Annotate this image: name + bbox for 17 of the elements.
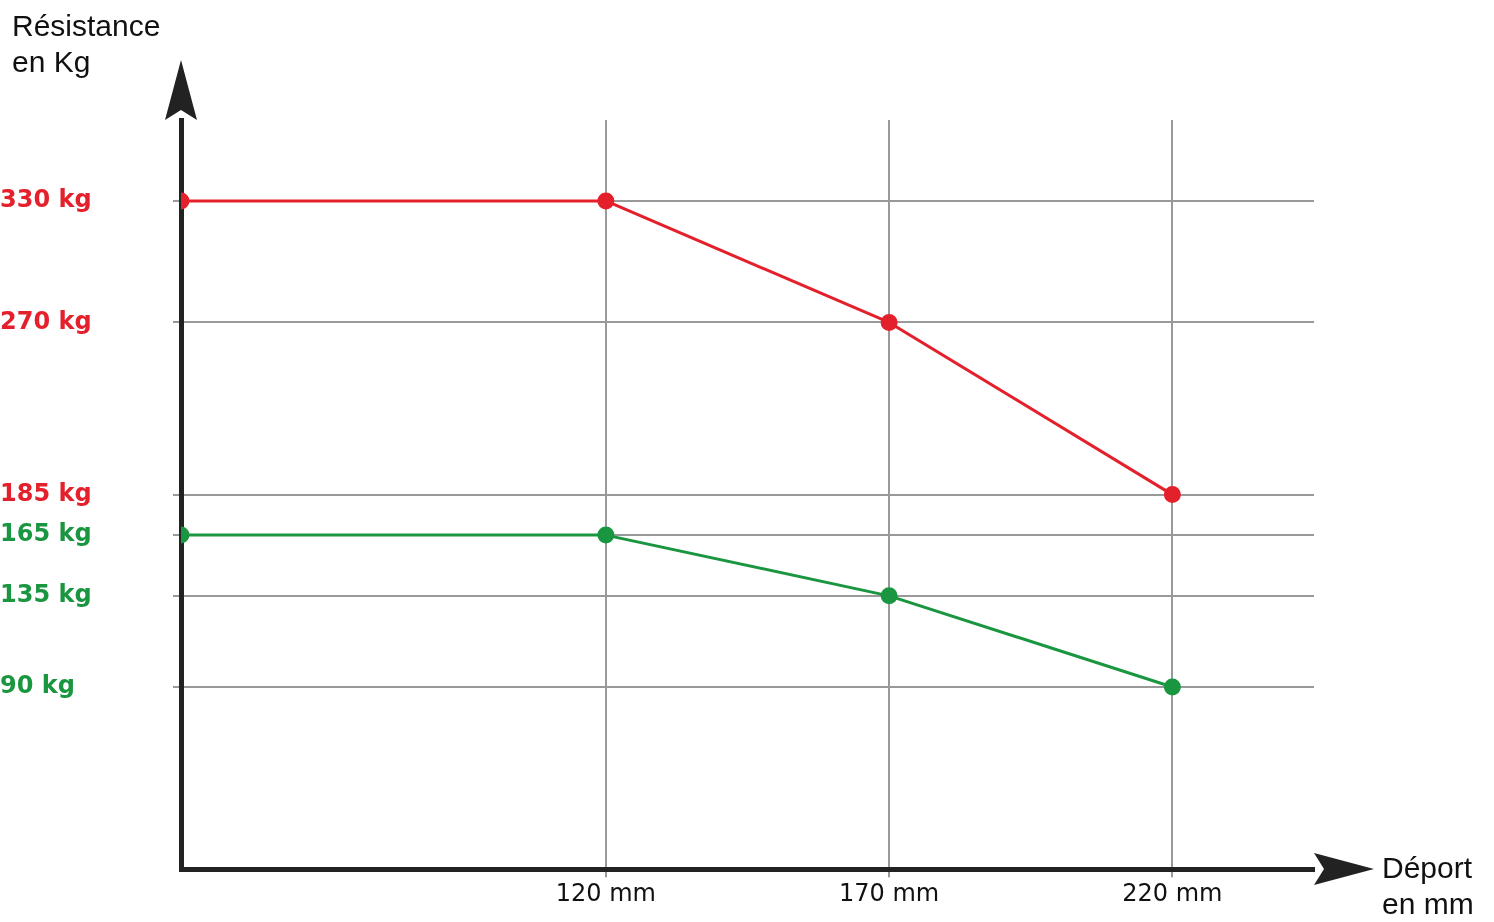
x-axis-title: Déport en mm <box>1382 850 1475 922</box>
y-tick-label: 135 kg <box>0 580 92 609</box>
y-tick-label: 270 kg <box>0 306 92 335</box>
x-tick-label: 220 mm <box>1122 878 1223 907</box>
point <box>880 587 898 605</box>
y-tick-label: 90 kg <box>0 671 75 700</box>
x-tick-label: 170 mm <box>839 878 940 907</box>
point <box>1163 486 1181 504</box>
point <box>597 526 615 544</box>
x-tick-label: 120 mm <box>555 878 656 907</box>
y-tick-label: 330 kg <box>0 185 92 214</box>
point <box>880 313 898 331</box>
point <box>597 192 615 210</box>
y-tick-label: 185 kg <box>0 478 92 507</box>
y-tick-label: 165 kg <box>0 519 92 548</box>
y-axis-title: Résistance en Kg <box>12 8 162 80</box>
point <box>1163 678 1181 696</box>
